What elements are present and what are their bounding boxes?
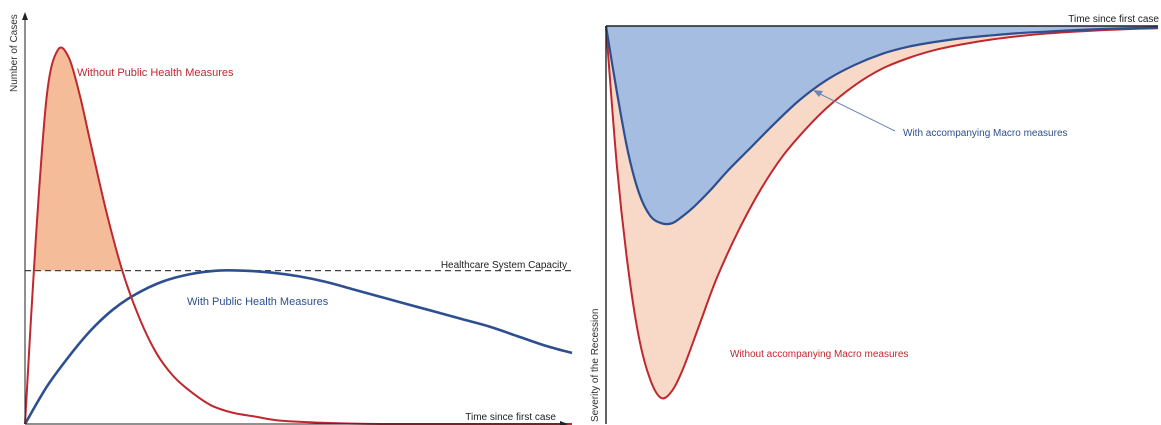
with-macro-curve xyxy=(604,25,1159,226)
with-macro-pointer-arrow-icon xyxy=(813,90,823,97)
with-macro-pointer xyxy=(817,92,896,132)
with-measures-curve xyxy=(23,269,573,425)
with-macro-label: With accompanying Macro measures xyxy=(903,128,1068,139)
right-chart: Time since first case Severity of the Re… xyxy=(590,14,1159,424)
with-measures-label: With Public Health Measures xyxy=(187,296,329,308)
left-x-arrow-icon xyxy=(560,421,568,425)
right-ylabel: Severity of the Recession xyxy=(590,309,601,422)
right-xlabel: Time since first case xyxy=(1068,14,1159,25)
left-ylabel: Number of Cases xyxy=(9,14,20,92)
without-macro-label: Without accompanying Macro measures xyxy=(730,349,908,360)
left-chart: Number of Cases Time since first case He… xyxy=(9,12,573,425)
excess-cases-area xyxy=(33,47,123,271)
without-macro-curve xyxy=(605,25,1159,400)
left-xlabel: Time since first case xyxy=(465,412,556,423)
left-y-arrow-icon xyxy=(22,12,28,20)
with-macro-area xyxy=(606,26,1158,225)
without-measures-label: Without Public Health Measures xyxy=(77,67,234,79)
capacity-label: Healthcare System Capacity xyxy=(441,260,567,271)
